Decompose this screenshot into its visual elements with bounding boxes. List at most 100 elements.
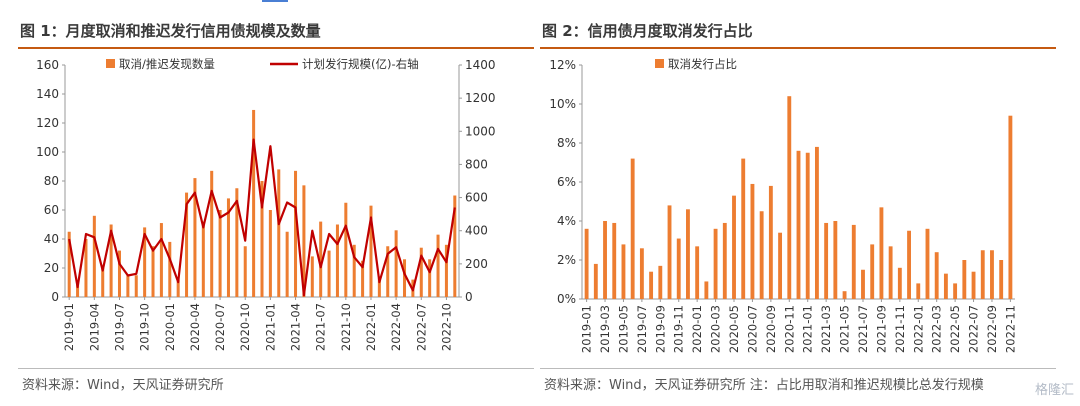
left-y-tick-label: 120 bbox=[36, 116, 59, 130]
x-tick-label: 2020-04 bbox=[188, 303, 202, 351]
bar bbox=[436, 234, 440, 297]
left-y-tick-label: 20 bbox=[44, 261, 59, 275]
right-y-tick-label: 800 bbox=[465, 157, 488, 171]
right-y-tick-label: 1000 bbox=[465, 124, 496, 138]
bar bbox=[361, 260, 365, 297]
right-y-tick-label: 200 bbox=[465, 257, 488, 271]
x-tick-label: 2022-10 bbox=[439, 303, 453, 351]
bar bbox=[953, 283, 958, 299]
bar bbox=[999, 260, 1004, 299]
bar bbox=[134, 275, 138, 297]
bar bbox=[621, 244, 626, 299]
left-y-tick-label: 140 bbox=[36, 87, 59, 101]
right-source-note: 资料来源：Wind，天风证券研究所 注：占比用取消和推迟规模比总发行规模 bbox=[544, 378, 984, 393]
bar bbox=[787, 96, 792, 299]
left-y-tick-label: 80 bbox=[44, 174, 59, 188]
bar bbox=[593, 263, 598, 299]
bar bbox=[686, 209, 690, 299]
bar bbox=[713, 228, 718, 299]
bar bbox=[428, 259, 432, 297]
bar bbox=[732, 195, 736, 299]
bar bbox=[369, 205, 373, 297]
bar bbox=[676, 238, 681, 299]
x-tick-label: 2019-07 bbox=[112, 303, 126, 351]
y-tick-label: 10% bbox=[549, 97, 576, 111]
left-y-tick-label: 40 bbox=[44, 232, 59, 246]
left-source-note: 资料来源：Wind，天风证券研究所 bbox=[22, 378, 224, 393]
x-tick-label: 2021-11 bbox=[893, 305, 907, 353]
bar bbox=[310, 256, 314, 297]
right-chart: 0% 2% 4% 6% 8% 10% 12% 2019-01 2019-03 2019-05 201… bbox=[549, 57, 1017, 353]
bar bbox=[722, 222, 727, 299]
x-tick-label: 2020-03 bbox=[709, 305, 723, 353]
bar bbox=[851, 224, 856, 299]
x-tick-label: 2022-11 bbox=[1003, 305, 1017, 353]
bar bbox=[185, 192, 189, 297]
bar bbox=[768, 185, 773, 299]
x-tick-label: 2021-01 bbox=[263, 303, 277, 351]
left-y-tick-label: 160 bbox=[36, 58, 59, 72]
bar bbox=[778, 232, 783, 299]
bar bbox=[84, 239, 88, 297]
bar bbox=[101, 268, 105, 297]
bar bbox=[235, 188, 239, 297]
y-tick-label: 12% bbox=[549, 58, 576, 72]
bar bbox=[814, 146, 819, 299]
bar bbox=[925, 228, 930, 299]
bar bbox=[962, 260, 967, 299]
x-tick-label: 2021-05 bbox=[838, 305, 852, 353]
x-tick-label: 2021-03 bbox=[819, 305, 833, 353]
x-tick-label: 2019-07 bbox=[635, 305, 649, 353]
y-tick-label: 8% bbox=[557, 136, 576, 150]
x-tick-label: 2020-07 bbox=[745, 305, 759, 353]
y-tick-label: 6% bbox=[557, 175, 576, 189]
y-tick-label: 2% bbox=[557, 253, 576, 267]
bar bbox=[143, 227, 147, 297]
bar bbox=[352, 244, 356, 297]
bar bbox=[226, 198, 230, 297]
bar bbox=[759, 211, 764, 299]
bar bbox=[870, 244, 875, 299]
right-y-tick-label: 1400 bbox=[465, 58, 496, 72]
bar bbox=[151, 246, 155, 297]
x-tick-label: 2020-10 bbox=[238, 303, 252, 351]
x-tick-label: 2019-11 bbox=[672, 305, 686, 353]
x-tick-label: 2019-01 bbox=[62, 303, 76, 351]
bar bbox=[319, 221, 323, 297]
bar bbox=[294, 170, 298, 297]
x-tick-label: 2021-10 bbox=[339, 303, 353, 351]
bar bbox=[344, 202, 348, 297]
bar bbox=[1008, 115, 1013, 299]
bar bbox=[92, 215, 96, 297]
right-figure-title: 图 2：信用债月度取消发行占比 bbox=[542, 22, 753, 40]
bar bbox=[639, 248, 644, 299]
legend-bar-label: 取消发行占比 bbox=[668, 57, 737, 71]
legend-line-label: 计划发行规模(亿)-右轴 bbox=[302, 57, 419, 71]
bar bbox=[327, 250, 331, 297]
bar bbox=[243, 246, 247, 297]
left-figure-panel: 图 1：月度取消和推迟发行信用债规模及数量 0 20 40 60 80 100 120 140… bbox=[18, 0, 538, 406]
x-tick-label: 2021-01 bbox=[801, 305, 815, 353]
x-tick-label: 2021-09 bbox=[874, 305, 888, 353]
series-line bbox=[68, 138, 456, 297]
x-tick-label: 2019-04 bbox=[87, 303, 101, 351]
right-y-tick-label: 1200 bbox=[465, 91, 496, 105]
left-y-tick-label: 100 bbox=[36, 145, 59, 159]
bar bbox=[916, 283, 921, 299]
x-tick-label: 2022-07 bbox=[967, 305, 981, 353]
bar bbox=[667, 205, 672, 299]
x-tick-label: 2022-03 bbox=[930, 305, 944, 353]
bar bbox=[76, 282, 80, 297]
bar bbox=[704, 281, 709, 299]
bar bbox=[302, 185, 306, 297]
bar bbox=[419, 247, 423, 297]
bar bbox=[658, 265, 663, 299]
bar bbox=[750, 183, 755, 299]
x-tick-label: 2020-07 bbox=[213, 303, 227, 351]
x-tick-label: 2021-07 bbox=[856, 305, 870, 353]
x-tick-label: 2020-09 bbox=[764, 305, 778, 353]
right-figure-panel: 图 2：信用债月度取消发行占比 0% 2% 4% 6% 8% 10% 12% 2019-01 2… bbox=[540, 0, 1060, 406]
left-figure-title: 图 1：月度取消和推迟发行信用债规模及数量 bbox=[20, 22, 321, 40]
x-tick-label: 2022-05 bbox=[948, 305, 962, 353]
bar bbox=[888, 246, 893, 299]
